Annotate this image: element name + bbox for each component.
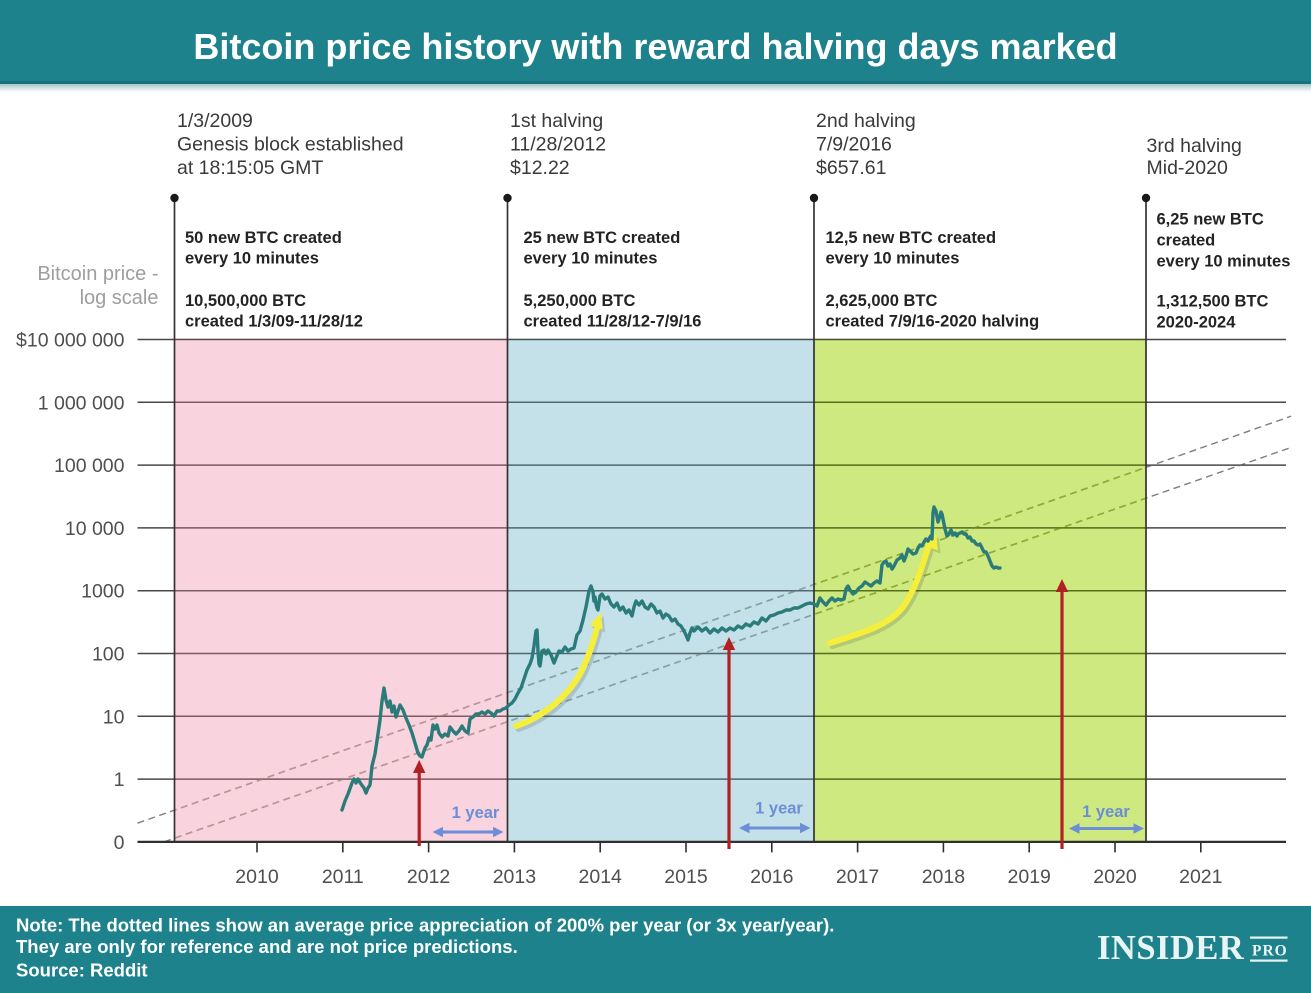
- svg-text:Bitcoin price history with rew: Bitcoin price history with reward halvin…: [193, 26, 1117, 67]
- svg-text:at 18:15:05 GMT: at 18:15:05 GMT: [177, 157, 323, 179]
- svg-text:7/9/2016: 7/9/2016: [816, 134, 892, 156]
- svg-text:1 year: 1 year: [755, 800, 803, 818]
- svg-text:Bitcoin price -: Bitcoin price -: [37, 263, 158, 285]
- svg-text:2020-2024: 2020-2024: [1157, 314, 1237, 332]
- svg-text:10 000: 10 000: [65, 518, 125, 540]
- svg-text:1st halving: 1st halving: [510, 110, 603, 132]
- svg-text:2017: 2017: [836, 866, 879, 888]
- svg-text:3rd halving: 3rd halving: [1147, 135, 1242, 157]
- svg-text:Note: The dotted lines show an: Note: The dotted lines show an average p…: [16, 915, 834, 936]
- svg-text:2021: 2021: [1179, 866, 1222, 888]
- svg-text:10,500,000 BTC: 10,500,000 BTC: [185, 292, 306, 310]
- svg-text:2016: 2016: [750, 866, 793, 888]
- svg-text:Genesis block established: Genesis block established: [177, 134, 404, 156]
- svg-text:2,625,000 BTC: 2,625,000 BTC: [826, 292, 938, 310]
- svg-text:They are only for reference an: They are only for reference and are not …: [16, 936, 518, 957]
- svg-text:every 10 minutes: every 10 minutes: [185, 250, 319, 268]
- svg-text:$12.22: $12.22: [510, 157, 570, 179]
- svg-text:2013: 2013: [493, 866, 536, 888]
- svg-text:6,25 new BTC: 6,25 new BTC: [1157, 211, 1264, 229]
- svg-text:1000: 1000: [81, 581, 125, 603]
- svg-text:0: 0: [114, 832, 125, 854]
- svg-text:5,250,000 BTC: 5,250,000 BTC: [524, 292, 636, 310]
- svg-text:PRO: PRO: [1252, 943, 1288, 960]
- svg-text:every 10 minutes: every 10 minutes: [826, 250, 960, 268]
- svg-text:50 new BTC created: 50 new BTC created: [185, 229, 342, 247]
- svg-text:every 10 minutes: every 10 minutes: [1157, 253, 1291, 271]
- svg-text:$10 000 000: $10 000 000: [16, 330, 125, 352]
- svg-text:2019: 2019: [1008, 866, 1051, 888]
- svg-text:2nd halving: 2nd halving: [816, 110, 916, 132]
- svg-text:2014: 2014: [579, 866, 623, 888]
- svg-text:1 year: 1 year: [1082, 803, 1130, 821]
- svg-text:100 000: 100 000: [54, 455, 125, 477]
- svg-text:1,312,500 BTC: 1,312,500 BTC: [1157, 293, 1269, 311]
- svg-text:2011: 2011: [322, 866, 364, 888]
- svg-text:1 year: 1 year: [452, 804, 500, 822]
- svg-text:1: 1: [114, 769, 125, 791]
- svg-text:created 7/9/16-2020 halving: created 7/9/16-2020 halving: [826, 313, 1040, 331]
- svg-text:10: 10: [103, 706, 125, 728]
- svg-text:12,5 new BTC created: 12,5 new BTC created: [826, 229, 997, 247]
- svg-text:2018: 2018: [922, 866, 965, 888]
- svg-text:Source: Reddit: Source: Reddit: [16, 960, 148, 981]
- svg-text:Mid-2020: Mid-2020: [1147, 157, 1228, 179]
- svg-text:INSIDER: INSIDER: [1097, 929, 1245, 967]
- svg-text:2012: 2012: [407, 866, 450, 888]
- svg-text:2020: 2020: [1093, 866, 1137, 888]
- svg-text:11/28/2012: 11/28/2012: [510, 134, 606, 156]
- svg-text:2010: 2010: [235, 866, 279, 888]
- svg-text:$657.61: $657.61: [816, 157, 887, 179]
- svg-text:100: 100: [92, 644, 125, 666]
- svg-text:1/3/2009: 1/3/2009: [177, 110, 253, 132]
- svg-text:log scale: log scale: [80, 287, 159, 309]
- svg-text:1 000 000: 1 000 000: [38, 392, 125, 414]
- svg-text:25 new BTC created: 25 new BTC created: [524, 229, 681, 247]
- svg-text:created 11/28/12-7/9/16: created 11/28/12-7/9/16: [524, 313, 702, 331]
- svg-text:created: created: [1157, 232, 1216, 250]
- svg-text:2015: 2015: [664, 866, 708, 888]
- svg-text:created 1/3/09-11/28/12: created 1/3/09-11/28/12: [185, 313, 363, 331]
- svg-text:every 10 minutes: every 10 minutes: [524, 250, 658, 268]
